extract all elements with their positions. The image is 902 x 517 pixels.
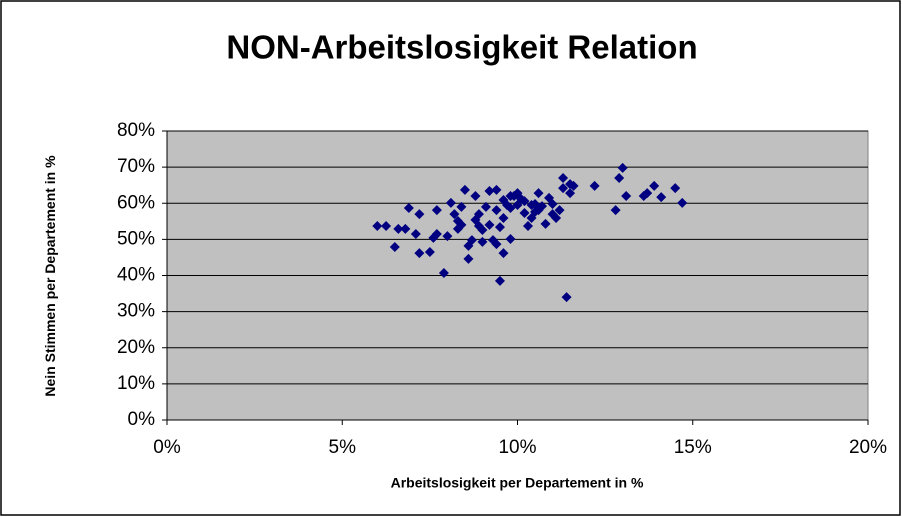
x-tick-label: 5% bbox=[329, 437, 357, 458]
y-tick-label: 40% bbox=[117, 265, 155, 286]
data-point bbox=[519, 208, 530, 219]
data-point bbox=[614, 172, 625, 183]
data-point bbox=[505, 234, 516, 245]
data-point bbox=[547, 198, 558, 209]
data-point bbox=[523, 221, 534, 232]
data-point bbox=[372, 221, 383, 232]
data-point bbox=[389, 241, 400, 252]
data-point bbox=[621, 191, 632, 202]
data-point bbox=[498, 213, 509, 224]
data-point bbox=[456, 219, 467, 230]
data-point bbox=[403, 202, 414, 213]
data-point bbox=[551, 213, 562, 224]
data-point bbox=[463, 253, 474, 264]
data-point bbox=[431, 205, 442, 216]
y-tick-label: 80% bbox=[117, 120, 155, 141]
data-point bbox=[438, 267, 449, 278]
y-tick-label: 50% bbox=[117, 228, 155, 249]
x-axis-label: Arbeitslosigkeit per Departement in % bbox=[391, 475, 644, 491]
data-point bbox=[494, 275, 505, 286]
data-point bbox=[494, 222, 505, 233]
data-point bbox=[442, 231, 453, 242]
data-point bbox=[445, 197, 456, 208]
data-point bbox=[480, 201, 491, 212]
data-point bbox=[537, 201, 548, 212]
data-point bbox=[459, 184, 470, 195]
data-point bbox=[456, 201, 467, 212]
data-point bbox=[656, 192, 667, 203]
y-tick-label: 60% bbox=[117, 192, 155, 213]
data-point bbox=[466, 235, 477, 246]
x-tick-label: 0% bbox=[153, 437, 181, 458]
data-point bbox=[498, 248, 509, 259]
data-point bbox=[470, 191, 481, 202]
y-tick-label: 20% bbox=[117, 337, 155, 358]
data-point bbox=[491, 184, 502, 195]
x-tick-label: 10% bbox=[498, 437, 536, 458]
data-point bbox=[677, 197, 688, 208]
data-point bbox=[414, 209, 425, 220]
x-tick-label: 20% bbox=[849, 437, 887, 458]
data-point bbox=[400, 223, 411, 234]
data-point bbox=[473, 209, 484, 220]
data-point bbox=[484, 185, 495, 196]
data-point bbox=[565, 188, 576, 199]
data-point bbox=[381, 221, 392, 232]
data-point bbox=[410, 228, 421, 239]
y-tick-label: 10% bbox=[117, 373, 155, 394]
y-tick-label: 70% bbox=[117, 156, 155, 177]
y-tick-label: 0% bbox=[128, 409, 156, 430]
y-tick-label: 30% bbox=[117, 301, 155, 322]
data-point bbox=[610, 205, 621, 216]
data-point bbox=[554, 205, 565, 216]
x-tick-label: 15% bbox=[674, 437, 712, 458]
data-point bbox=[491, 239, 502, 250]
data-point bbox=[568, 180, 579, 191]
data-point bbox=[558, 183, 569, 194]
data-point bbox=[393, 223, 404, 234]
data-point bbox=[431, 228, 442, 239]
data-point bbox=[477, 236, 488, 247]
data-point bbox=[558, 172, 569, 183]
chart-title: NON-Arbeitslosigkeit Relation bbox=[226, 29, 697, 66]
data-point bbox=[424, 247, 435, 258]
data-point bbox=[414, 248, 425, 259]
data-point bbox=[449, 209, 460, 220]
data-point bbox=[477, 224, 488, 235]
data-point bbox=[642, 188, 653, 199]
data-point bbox=[670, 183, 681, 194]
data-point bbox=[540, 218, 551, 229]
data-point bbox=[484, 219, 495, 230]
data-point bbox=[491, 205, 502, 216]
data-point bbox=[533, 188, 544, 199]
data-point bbox=[519, 196, 530, 207]
data-point bbox=[561, 292, 572, 303]
data-point bbox=[617, 162, 628, 173]
data-point bbox=[649, 180, 660, 191]
y-axis-label: Nein Stimmen per Departement in % bbox=[42, 155, 58, 397]
data-point bbox=[589, 180, 600, 191]
